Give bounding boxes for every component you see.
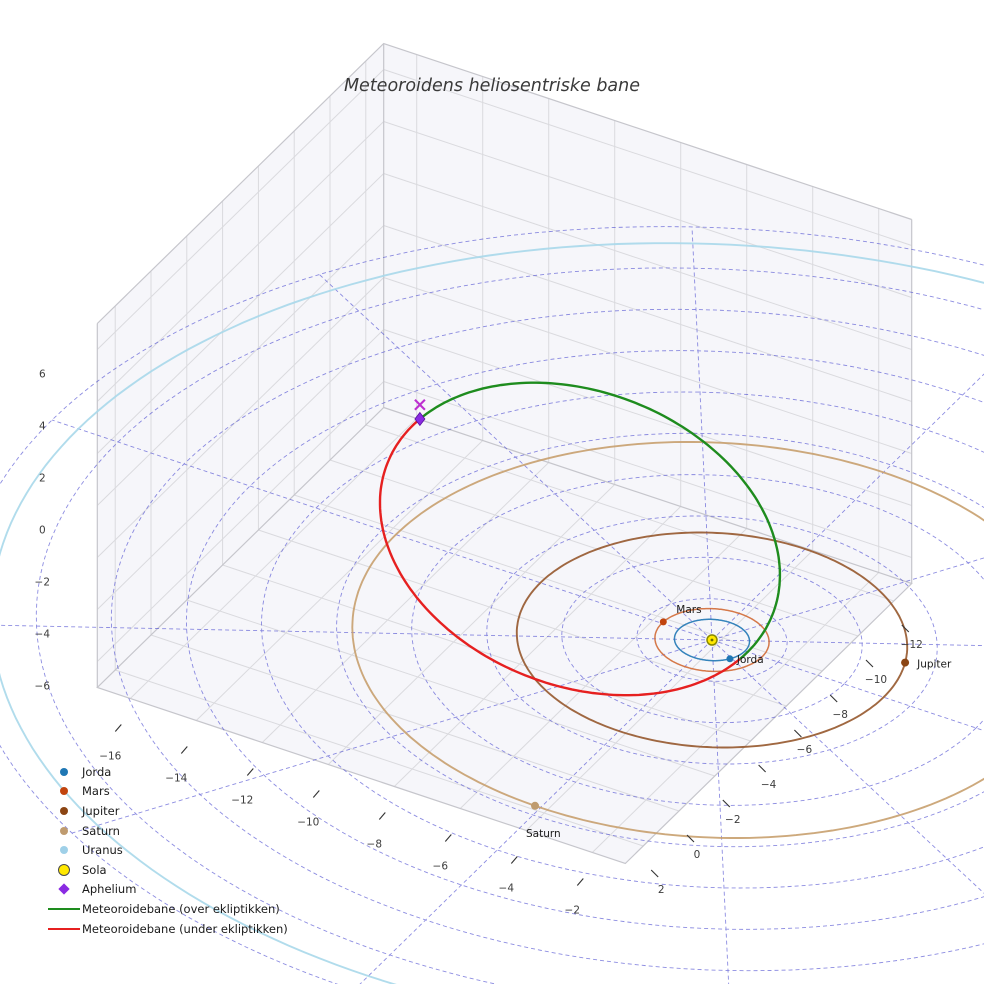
x-tick--16: −16 — [99, 751, 121, 763]
legend-item-5: Sola — [46, 860, 288, 880]
legend-line-swatch — [46, 927, 82, 930]
orbit-jupiter — [515, 531, 909, 749]
legend-label: Jorda — [82, 764, 112, 779]
planet-label-jupiter: Jupiter — [916, 659, 952, 671]
legend-label: Meteoroidebane (over ekliptikken) — [82, 901, 280, 916]
planet-marker-jorda — [726, 655, 734, 663]
meteoroid-orbit-under — [378, 418, 741, 697]
legend-label: Sola — [82, 862, 107, 877]
legend-dot-icon — [46, 767, 82, 776]
aphelion-marker — [414, 411, 426, 427]
page-title: Meteoroidens heliosentriske bane — [343, 76, 641, 96]
y-tick--4: −4 — [761, 779, 777, 791]
legend: Jorda Mars Jupiter Saturn Uranus Sola Aphelium… — [46, 762, 288, 938]
axes-box-edges — [96, 42, 913, 865]
legend-item-2: Jupiter — [46, 801, 288, 821]
y-tick--12: −12 — [901, 639, 923, 651]
orbit-saturn — [351, 441, 984, 839]
y-tick-0: 0 — [694, 849, 701, 861]
z-tick-4: 4 — [39, 421, 46, 433]
x-tick--12: −12 — [231, 795, 253, 807]
legend-circle-icon — [46, 863, 82, 876]
y-tick--8: −8 — [832, 709, 847, 721]
legend-label: Mars — [82, 784, 110, 799]
legend-item-3: Saturn — [46, 821, 288, 841]
legend-item-7: Meteoroidebane (over ekliptikken) — [46, 899, 288, 919]
legend-label: Aphelium — [82, 882, 137, 897]
legend-dot-icon — [46, 826, 82, 835]
legend-item-6: Aphelium — [46, 880, 288, 900]
legend-label: Jupiter — [82, 803, 120, 818]
x-tick--8: −8 — [367, 839, 382, 851]
legend-label: Meteoroidebane (under ekliptikken) — [82, 921, 288, 936]
z-tick--2: −2 — [35, 577, 50, 589]
y-tick--2: −2 — [725, 814, 740, 826]
planet-marker-mars — [659, 618, 667, 626]
legend-item-4: Uranus — [46, 840, 288, 860]
orbit-jorda — [673, 618, 751, 662]
x-tick--10: −10 — [297, 817, 319, 829]
y-tick--10: −10 — [865, 674, 887, 686]
legend-dot-icon — [46, 806, 82, 815]
legend-dot-icon — [46, 787, 82, 796]
legend-label: Uranus — [82, 843, 123, 858]
sun-center-dot — [710, 638, 714, 642]
legend-item-8: Meteoroidebane (under ekliptikken) — [46, 919, 288, 939]
y-tick-2: 2 — [658, 884, 665, 896]
legend-line-swatch — [46, 907, 82, 910]
orbit-uranus — [0, 242, 984, 984]
meteoroid-orbit-over — [419, 381, 782, 660]
tick-labels: −16 −14 −12 −10 −8 −6 −4 −2 −12 −10 −8 −6 −4 −2 0 2 −6 −4… — [35, 369, 923, 917]
planet-marker-saturn — [531, 801, 539, 810]
legend-dot-icon — [46, 846, 82, 855]
planet-label-jorda: Jorda — [736, 654, 764, 666]
x-tick--14: −14 — [165, 773, 187, 785]
x-tick--6: −6 — [433, 861, 449, 873]
markers: Jorda Mars Jupiter Saturn — [414, 398, 952, 840]
legend-diamond-icon — [46, 883, 82, 896]
z-tick-6: 6 — [39, 369, 46, 381]
planet-label-mars: Mars — [676, 604, 701, 616]
z-tick-0: 0 — [39, 525, 46, 537]
x-tick--4: −4 — [499, 883, 515, 895]
planet-label-saturn: Saturn — [526, 828, 561, 840]
legend-item-1: Mars — [46, 782, 288, 802]
z-tick--6: −6 — [35, 681, 51, 693]
z-tick--4: −4 — [35, 629, 51, 641]
legend-item-0: Jorda — [46, 762, 288, 782]
planet-marker-jupiter — [901, 658, 910, 667]
ecliptic-polar-grid — [0, 226, 984, 984]
cross-marker — [414, 398, 426, 411]
z-tick-2: 2 — [39, 473, 46, 485]
legend-label: Saturn — [82, 823, 120, 838]
y-tick--6: −6 — [797, 744, 813, 756]
x-tick--2: −2 — [565, 905, 580, 917]
